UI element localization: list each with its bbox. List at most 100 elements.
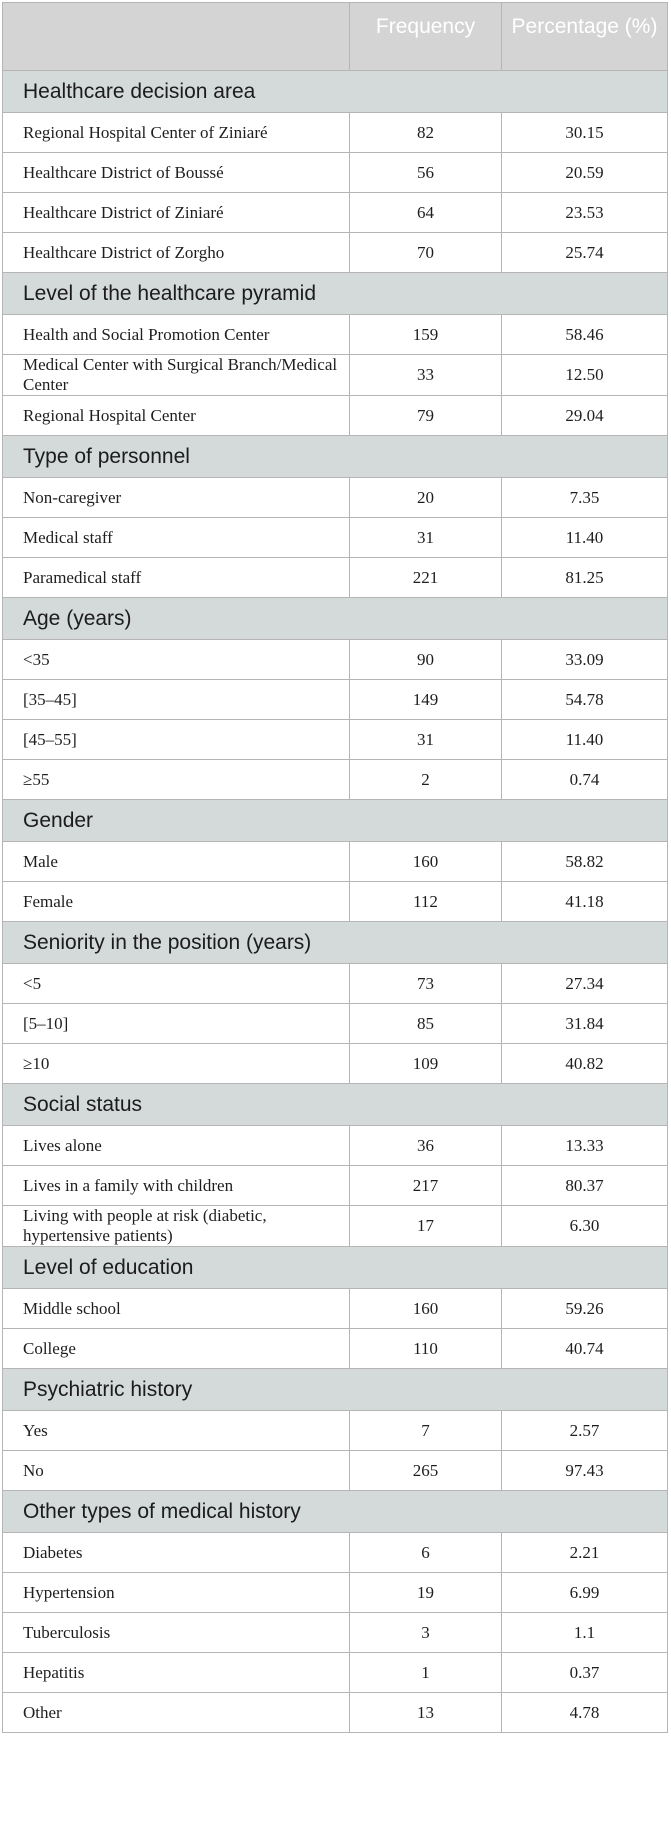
section-title: Healthcare decision area <box>2 70 668 113</box>
section-title: Other types of medical history <box>2 1490 668 1533</box>
section-header-row: Age (years) <box>2 597 668 640</box>
row-percentage: 58.46 <box>501 314 668 355</box>
row-frequency: 79 <box>349 395 502 436</box>
row-frequency: 6 <box>349 1532 502 1573</box>
table-row: Health and Social Promotion Center 159 58.… <box>2 314 668 355</box>
row-frequency: 85 <box>349 1003 502 1044</box>
row-label: Living with people at risk (diabetic, hy… <box>2 1205 350 1247</box>
row-frequency: 7 <box>349 1410 502 1451</box>
row-frequency: 265 <box>349 1450 502 1491</box>
row-label: Yes <box>2 1410 350 1451</box>
row-label: Lives in a family with children <box>2 1165 350 1206</box>
row-frequency: 112 <box>349 881 502 922</box>
row-label: [35–45] <box>2 679 350 720</box>
row-label: [5–10] <box>2 1003 350 1044</box>
row-frequency: 217 <box>349 1165 502 1206</box>
row-label: <5 <box>2 963 350 1004</box>
table-row: [35–45] 149 54.78 <box>2 679 668 720</box>
row-percentage: 23.53 <box>501 192 668 233</box>
row-frequency: 64 <box>349 192 502 233</box>
section-title: Level of the healthcare pyramid <box>2 272 668 315</box>
table-row: Hepatitis 1 0.37 <box>2 1652 668 1693</box>
table-row: Paramedical staff 221 81.25 <box>2 557 668 598</box>
row-frequency: 159 <box>349 314 502 355</box>
table-row: Hypertension 19 6.99 <box>2 1572 668 1613</box>
section-header-row: Type of personnel <box>2 435 668 478</box>
row-percentage: 11.40 <box>501 719 668 760</box>
row-frequency: 17 <box>349 1205 502 1247</box>
row-frequency: 2 <box>349 759 502 800</box>
row-percentage: 41.18 <box>501 881 668 922</box>
row-percentage: 12.50 <box>501 354 668 396</box>
row-label: Diabetes <box>2 1532 350 1573</box>
row-label: Lives alone <box>2 1125 350 1166</box>
section-title: Level of education <box>2 1246 668 1289</box>
table-row: [5–10] 85 31.84 <box>2 1003 668 1044</box>
row-percentage: 40.82 <box>501 1043 668 1084</box>
row-percentage: 31.84 <box>501 1003 668 1044</box>
row-label: Healthcare District of Boussé <box>2 152 350 193</box>
row-label: No <box>2 1450 350 1491</box>
header-frequency: Frequency <box>349 2 502 71</box>
section-header-row: Seniority in the position (years) <box>2 921 668 964</box>
table-row: Diabetes 6 2.21 <box>2 1532 668 1573</box>
row-percentage: 4.78 <box>501 1692 668 1733</box>
row-frequency: 149 <box>349 679 502 720</box>
row-label: Medical staff <box>2 517 350 558</box>
row-label: Female <box>2 881 350 922</box>
table-row: Healthcare District of Boussé 56 20.59 <box>2 152 668 193</box>
row-percentage: 13.33 <box>501 1125 668 1166</box>
row-frequency: 160 <box>349 841 502 882</box>
row-frequency: 90 <box>349 639 502 680</box>
row-frequency: 33 <box>349 354 502 396</box>
row-label: <35 <box>2 639 350 680</box>
row-percentage: 54.78 <box>501 679 668 720</box>
row-percentage: 40.74 <box>501 1328 668 1369</box>
row-percentage: 97.43 <box>501 1450 668 1491</box>
section-header-row: Social status <box>2 1083 668 1126</box>
table-row: Healthcare District of Zorgho 70 25.74 <box>2 232 668 273</box>
row-percentage: 2.57 <box>501 1410 668 1451</box>
row-label: Medical Center with Surgical Branch/Medi… <box>2 354 350 396</box>
table-row: Yes 7 2.57 <box>2 1410 668 1451</box>
row-percentage: 80.37 <box>501 1165 668 1206</box>
table-row: <35 90 33.09 <box>2 639 668 680</box>
characteristics-table: Frequency Percentage (%) Healthcare deci… <box>2 2 668 1733</box>
table-header-row: Frequency Percentage (%) <box>2 2 668 71</box>
table-row: Non-caregiver 20 7.35 <box>2 477 668 518</box>
row-label: Healthcare District of Zorgho <box>2 232 350 273</box>
row-frequency: 56 <box>349 152 502 193</box>
row-frequency: 3 <box>349 1612 502 1653</box>
table-row: Regional Hospital Center 79 29.04 <box>2 395 668 436</box>
table-row: Medical staff 31 11.40 <box>2 517 668 558</box>
table-row: No 265 97.43 <box>2 1450 668 1491</box>
row-frequency: 20 <box>349 477 502 518</box>
row-percentage: 0.74 <box>501 759 668 800</box>
row-frequency: 160 <box>349 1288 502 1329</box>
table-row: ≥55 2 0.74 <box>2 759 668 800</box>
row-percentage: 81.25 <box>501 557 668 598</box>
section-title: Gender <box>2 799 668 842</box>
row-percentage: 58.82 <box>501 841 668 882</box>
row-frequency: 13 <box>349 1692 502 1733</box>
section-title: Type of personnel <box>2 435 668 478</box>
section-header-row: Level of education <box>2 1246 668 1289</box>
table-container: Frequency Percentage (%) Healthcare deci… <box>2 2 668 1733</box>
row-label: Tuberculosis <box>2 1612 350 1653</box>
row-label: Middle school <box>2 1288 350 1329</box>
row-label: ≥10 <box>2 1043 350 1084</box>
section-header-row: Level of the healthcare pyramid <box>2 272 668 315</box>
row-label: Hypertension <box>2 1572 350 1613</box>
row-percentage: 27.34 <box>501 963 668 1004</box>
table-row: ≥10 109 40.82 <box>2 1043 668 1084</box>
row-percentage: 29.04 <box>501 395 668 436</box>
section-title: Seniority in the position (years) <box>2 921 668 964</box>
section-title: Social status <box>2 1083 668 1126</box>
row-label: Hepatitis <box>2 1652 350 1693</box>
row-percentage: 2.21 <box>501 1532 668 1573</box>
row-percentage: 6.30 <box>501 1205 668 1247</box>
row-percentage: 33.09 <box>501 639 668 680</box>
row-percentage: 1.1 <box>501 1612 668 1653</box>
row-percentage: 7.35 <box>501 477 668 518</box>
section-header-row: Other types of medical history <box>2 1490 668 1533</box>
